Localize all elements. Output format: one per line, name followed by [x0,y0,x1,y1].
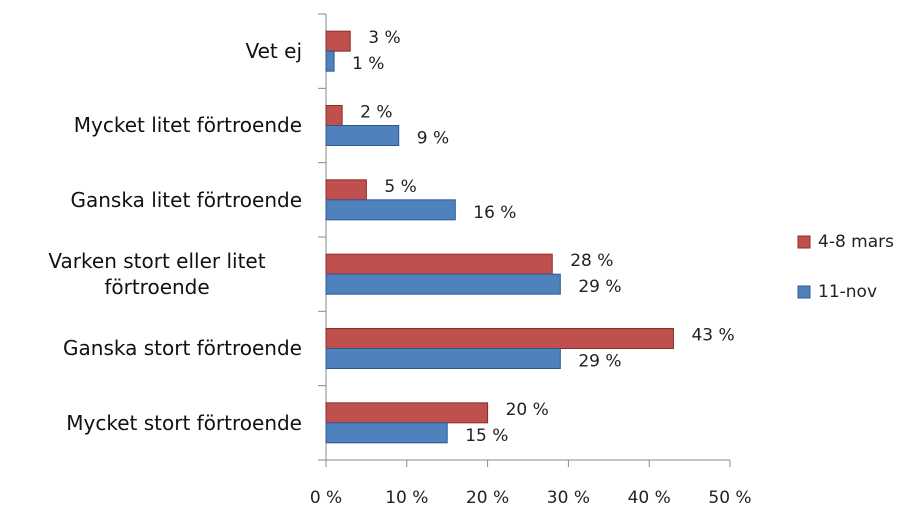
bar [325,50,335,72]
bar [325,273,561,295]
category-text: Ganska stort förtroende [63,336,302,361]
legend-label: 4-8 mars [818,232,894,252]
category-label: Varken stort eller litet förtroende [12,237,302,311]
legend-swatch [797,235,811,249]
x-tick-label: 50 % [708,488,751,508]
value-label: 15 % [465,426,508,446]
x-tick-label: 30 % [547,488,590,508]
bar [325,30,351,52]
bar [325,179,367,201]
value-label: 28 % [570,251,613,271]
legend-swatch [797,285,811,299]
category-text: Vet ej [245,39,303,63]
category-text: Varken stort eller litet förtroende [48,249,266,299]
legend-label: 11-nov [818,282,877,302]
category-label: Ganska litet förtroende [71,163,303,237]
x-tick-label: 0 % [310,488,342,508]
value-label: 29 % [578,352,621,372]
bar [325,328,674,349]
x-tick-label: 40 % [628,488,671,508]
value-label: 9 % [417,129,449,149]
category-text: Mycket litet förtroende [73,113,302,138]
bar [325,348,561,369]
bar [325,199,456,221]
category-text: Mycket stort förtroende [66,410,302,435]
x-tick-label: 10 % [385,488,428,508]
value-label: 3 % [368,28,400,48]
x-tick-label: 20 % [466,488,509,508]
category-label: Mycket stort förtroende [66,386,302,460]
bar [325,253,553,275]
bar [325,125,400,146]
bar [325,402,489,424]
category-label: Ganska stort förtroende [63,311,302,385]
category-label: Vet ej [246,14,303,88]
value-label: 29 % [578,277,621,297]
bar [325,105,343,126]
category-text: Ganska litet förtroende [70,187,303,212]
value-label: 5 % [384,177,416,197]
category-label: Mycket litet förtroende [74,88,302,162]
value-label: 20 % [506,400,549,420]
value-label: 16 % [473,203,516,223]
value-label: 1 % [352,54,384,74]
value-label: 2 % [360,103,392,123]
bar [325,422,448,444]
value-label: 43 % [691,326,734,346]
